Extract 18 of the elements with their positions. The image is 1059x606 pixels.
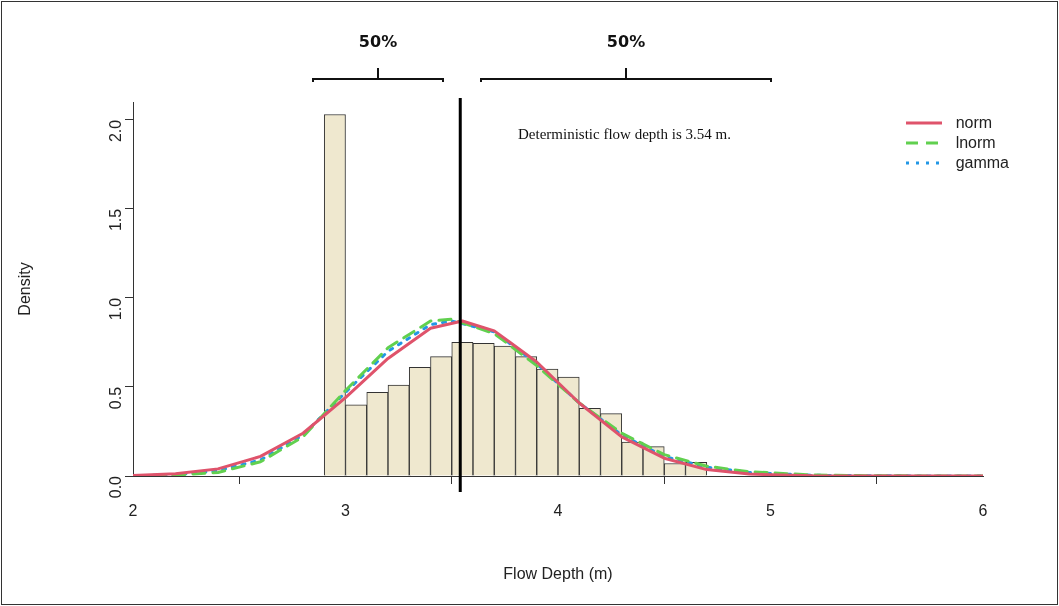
text: 50% — [606, 32, 646, 52]
x-tick-label: 2 — [128, 502, 138, 520]
legend-label: norm — [955, 114, 993, 132]
x-tick-label: 5 — [766, 502, 776, 520]
y-axis-title: Density — [16, 262, 34, 316]
text: 50% — [358, 32, 398, 52]
x-tick-label: 4 — [553, 502, 563, 520]
legend-label: gamma — [955, 154, 1009, 172]
x-axis-title: Flow Depth (m) — [503, 564, 613, 582]
y-tick-label: 1.5 — [107, 208, 125, 232]
y-tick-label: 2.0 — [107, 119, 125, 143]
legend-label: lnorm — [955, 134, 996, 152]
y-tick-label: 0.0 — [107, 475, 125, 499]
y-tick-label: 0.5 — [107, 386, 125, 410]
x-tick-label: 6 — [978, 502, 988, 520]
y-tick-label: 1.0 — [107, 297, 125, 321]
x-tick-label: 3 — [341, 502, 351, 520]
annotation: Deterministic flow depth is 3.54 m. — [518, 125, 731, 142]
